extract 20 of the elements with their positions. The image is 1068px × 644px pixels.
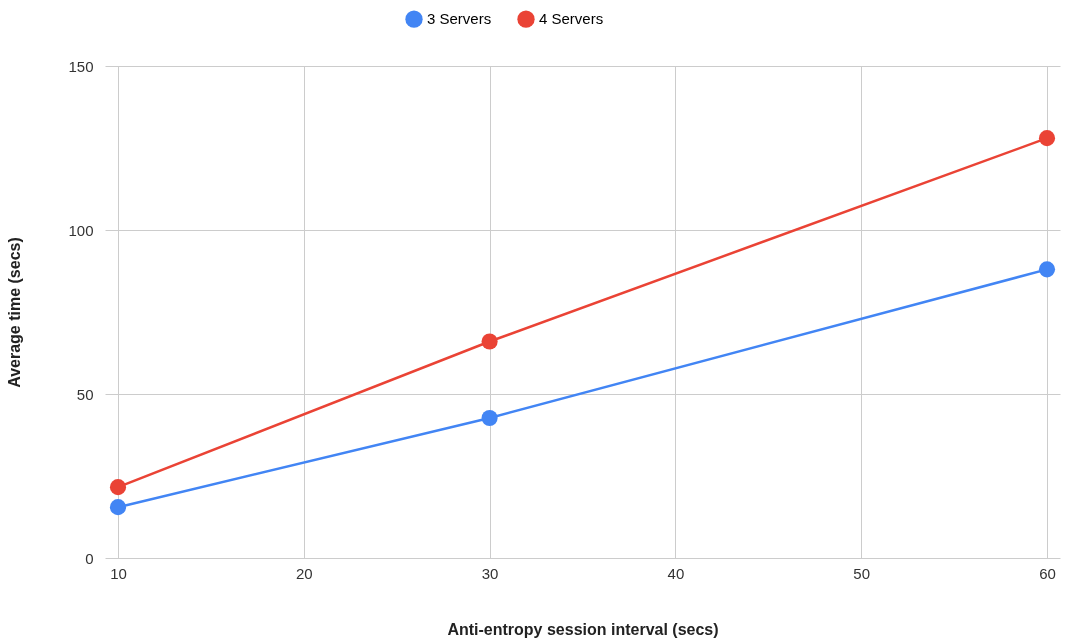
y-tick-label: 0 (85, 549, 94, 567)
x-tick-label: 10 (110, 564, 127, 582)
point (1038, 130, 1056, 147)
y-tick-label: 100 (68, 221, 94, 239)
point (1038, 261, 1056, 278)
x-tick-label: 40 (667, 564, 685, 582)
y-tick-label: 150 (68, 57, 94, 75)
point (481, 333, 498, 350)
x-tick-label: 30 (481, 564, 499, 582)
legend-label: 3 Servers (427, 10, 492, 28)
x-tick-label: 20 (295, 564, 313, 582)
point (109, 479, 127, 496)
point (109, 499, 127, 516)
y-axis-title: Average time (secs) (6, 237, 24, 388)
legend-label: 4 Servers (539, 10, 604, 28)
x-tick-label: 60 (1039, 564, 1056, 582)
x-axis-title: Anti-entropy session interval (secs) (447, 620, 719, 638)
x-tick-label: 50 (853, 564, 871, 582)
point (481, 409, 498, 426)
y-tick-label: 50 (76, 385, 94, 403)
